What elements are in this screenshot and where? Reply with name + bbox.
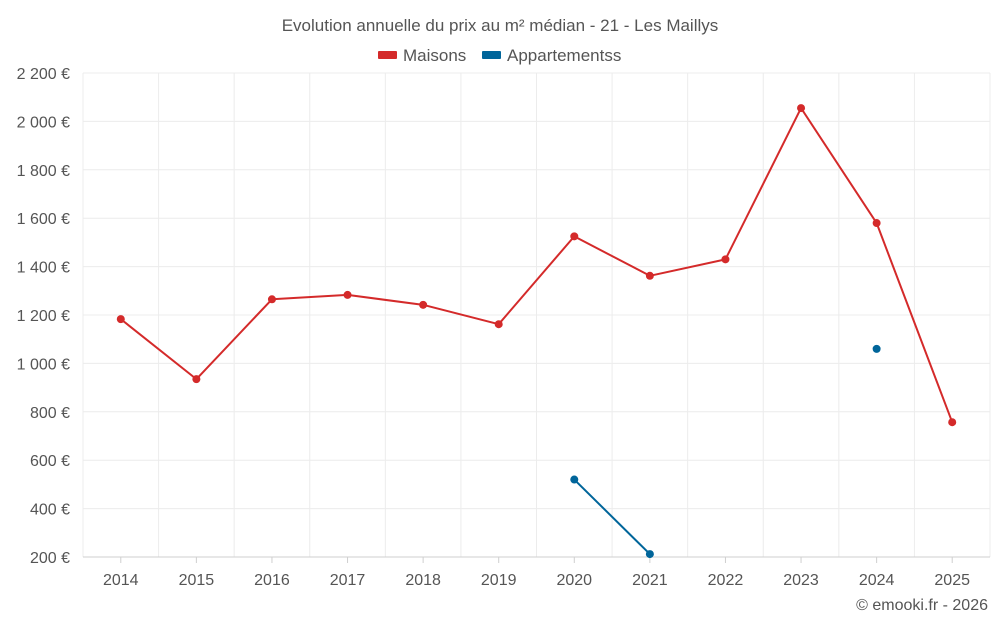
x-tick-label: 2022 xyxy=(708,572,744,589)
y-tick-label: 1 000 € xyxy=(17,356,70,373)
legend-label: Maisons xyxy=(403,46,466,65)
y-tick-label: 1 600 € xyxy=(17,211,70,228)
series-line-maisons xyxy=(120,107,954,423)
chart-title: Evolution annuelle du prix au m² médian … xyxy=(282,16,719,35)
data-point-maisons-2017[interactable] xyxy=(343,290,352,299)
y-tick-label: 2 200 € xyxy=(17,66,70,83)
x-tick-label: 2024 xyxy=(859,572,895,589)
series-line-appartements xyxy=(573,478,651,555)
series-maisons xyxy=(116,104,957,427)
x-axis: 2014 2015 2016 2017 2018 2019 2020 2021 2022 2023… xyxy=(83,556,990,589)
data-point-maisons-2021[interactable] xyxy=(645,271,654,280)
legend-swatch xyxy=(378,51,397,59)
x-tick-label: 2017 xyxy=(330,572,366,589)
x-tick-label: 2023 xyxy=(783,572,819,589)
y-tick-label: 2 000 € xyxy=(17,114,70,131)
series-appartements xyxy=(570,344,881,559)
data-point-maisons-2025[interactable] xyxy=(948,418,957,427)
data-point-maisons-2022[interactable] xyxy=(721,255,730,264)
data-point-maisons-2014[interactable] xyxy=(116,315,125,324)
data-point-appartements-2021[interactable] xyxy=(645,550,654,559)
y-axis: 200 € 400 € 600 € 800 € 1 000 € 1 200 € 1 400 … xyxy=(17,66,70,567)
x-tick-label: 2015 xyxy=(179,572,215,589)
data-point-maisons-2020[interactable] xyxy=(570,232,579,241)
credit-text: © emooki.fr - 2026 xyxy=(856,597,988,614)
x-tick-label: 2020 xyxy=(556,572,592,589)
x-tick-label: 2021 xyxy=(632,572,668,589)
y-tick-label: 200 € xyxy=(30,550,70,567)
x-tick-label: 2014 xyxy=(103,572,139,589)
series-layer xyxy=(116,104,957,559)
grid-lines xyxy=(82,72,991,557)
y-tick-label: 800 € xyxy=(30,405,70,422)
data-point-maisons-2015[interactable] xyxy=(192,375,201,384)
legend-item-maisons[interactable]: Maisons xyxy=(378,46,466,65)
data-point-maisons-2024[interactable] xyxy=(872,219,881,228)
data-point-maisons-2018[interactable] xyxy=(419,300,428,309)
y-tick-label: 1 800 € xyxy=(17,163,70,180)
y-tick-label: 600 € xyxy=(30,453,70,470)
y-tick-label: 400 € xyxy=(30,502,70,519)
x-tick-label: 2018 xyxy=(405,572,441,589)
legend-label: Appartementss xyxy=(507,46,621,65)
y-tick-label: 1 400 € xyxy=(17,260,70,277)
legend-swatch xyxy=(482,51,501,59)
chart-legend: Maisons Appartementss xyxy=(378,46,621,65)
data-point-maisons-2023[interactable] xyxy=(797,104,806,113)
x-tick-label: 2016 xyxy=(254,572,290,589)
data-point-appartements-2020[interactable] xyxy=(570,475,579,484)
x-tick-label: 2019 xyxy=(481,572,517,589)
x-tick-label: 2025 xyxy=(934,572,970,589)
legend-item-appartements[interactable]: Appartementss xyxy=(482,46,621,65)
y-tick-label: 1 200 € xyxy=(17,308,70,325)
data-point-maisons-2016[interactable] xyxy=(267,295,276,304)
data-point-appartements-2024[interactable] xyxy=(872,344,881,353)
data-point-maisons-2019[interactable] xyxy=(494,320,503,329)
